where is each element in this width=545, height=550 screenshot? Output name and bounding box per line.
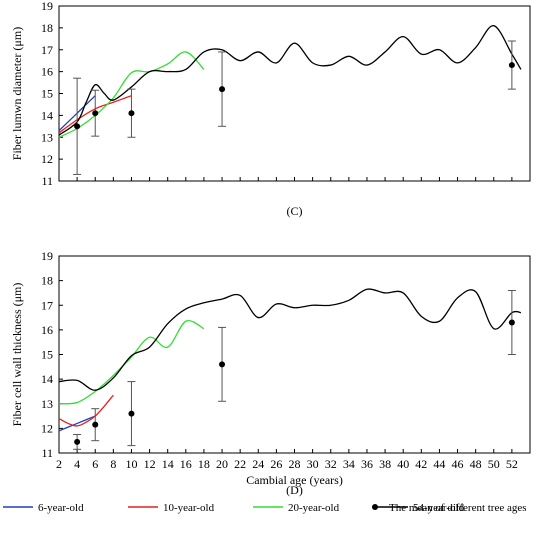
y-tick-label: 11 — [41, 174, 53, 188]
legend: 6-year-old 10-year-old 20-year-old 54-year-… — [3, 502, 527, 514]
x-tick-label: 8 — [110, 457, 116, 471]
y-tick-label: 15 — [41, 87, 53, 101]
x-tick-label: 20 — [216, 457, 228, 471]
x-tick-label: 6 — [92, 457, 98, 471]
mean-point — [508, 62, 515, 69]
x-tick-label: 2 — [56, 457, 62, 471]
x-tick-label: 10 — [125, 457, 137, 471]
y-tick-label: 16 — [41, 323, 53, 337]
mean-point — [74, 123, 81, 130]
y-tick-label: 18 — [41, 274, 53, 288]
y-tick-label: 17 — [41, 43, 53, 57]
y-tick-label: 13 — [41, 397, 53, 411]
x-tick-label: 4 — [74, 457, 80, 471]
y-tick-label: 19 — [41, 0, 53, 13]
x-tick-label: 12 — [144, 457, 156, 471]
y-tick-label: 14 — [41, 108, 53, 122]
series-line-10-year-old — [58, 394, 114, 427]
x-tick-label: 18 — [198, 457, 210, 471]
panel-label: (C) — [287, 204, 303, 218]
y-tick-label: 19 — [41, 249, 53, 263]
series-line-6-year-old — [58, 415, 96, 432]
x-tick-label: 32 — [325, 457, 337, 471]
series-line-20-year-old — [58, 51, 205, 138]
x-tick-label: 48 — [470, 457, 482, 471]
series-line-20-year-old — [58, 319, 205, 405]
x-tick-label: 42 — [415, 457, 427, 471]
x-tick-label: 46 — [452, 457, 464, 471]
y-tick-label: 14 — [41, 372, 53, 386]
y-tick-label: 13 — [41, 130, 53, 144]
x-tick-label: 34 — [343, 457, 355, 471]
x-tick-label: 38 — [379, 457, 391, 471]
plot-frame — [58, 5, 531, 182]
legend-label: The mean of different tree ages — [389, 502, 527, 514]
x-tick-label: 52 — [506, 457, 518, 471]
series-line-54-year-old — [58, 288, 522, 391]
legend-label: 6-year-old — [38, 502, 84, 514]
mean-point — [92, 110, 99, 117]
y-axis-title: Fiber cell wall thickness (μm) — [10, 283, 24, 427]
y-tick-label: 17 — [41, 298, 53, 312]
x-tick-label: 50 — [488, 457, 500, 471]
x-tick-label: 14 — [162, 457, 174, 471]
y-tick-label: 15 — [41, 348, 53, 362]
mean-point — [219, 86, 226, 93]
x-tick-label: 36 — [361, 457, 373, 471]
y-tick-label: 12 — [41, 152, 53, 166]
legend-label: 10-year-old — [163, 502, 215, 514]
x-tick-label: 30 — [307, 457, 319, 471]
legend-swatch-marker — [372, 504, 378, 510]
x-tick-label: 40 — [397, 457, 409, 471]
plot-frame — [58, 255, 531, 454]
x-tick-label: 22 — [234, 457, 246, 471]
mean-point — [128, 110, 135, 117]
legend-label: 54-year-old — [413, 502, 465, 514]
chart-panel-c: 11 12 13 14 15 16 17 18 19 Fiber lumwn diameter (… — [10, 0, 531, 218]
mean-point — [92, 421, 99, 428]
y-tick-label: 12 — [41, 421, 53, 435]
y-tick-label: 11 — [41, 446, 53, 460]
y-axis-title: Fiber lumwn diameter (μm) — [10, 27, 24, 160]
panel-label: (D) — [286, 483, 303, 497]
x-tick-label: 26 — [270, 457, 282, 471]
x-tick-label: 28 — [289, 457, 301, 471]
series-line-54-year-old — [58, 25, 522, 136]
y-tick-label: 18 — [41, 21, 53, 35]
y-tick-label: 16 — [41, 65, 53, 79]
mean-point — [128, 410, 135, 417]
mean-point — [508, 319, 515, 326]
x-tick-label: 16 — [180, 457, 192, 471]
legend-label: 20-year-old — [288, 502, 340, 514]
x-tick-label: 24 — [252, 457, 264, 471]
mean-point — [74, 438, 81, 445]
x-axis-title: Cambial age (years) — [246, 473, 343, 487]
mean-point — [219, 361, 226, 368]
x-tick-label: 44 — [433, 457, 445, 471]
